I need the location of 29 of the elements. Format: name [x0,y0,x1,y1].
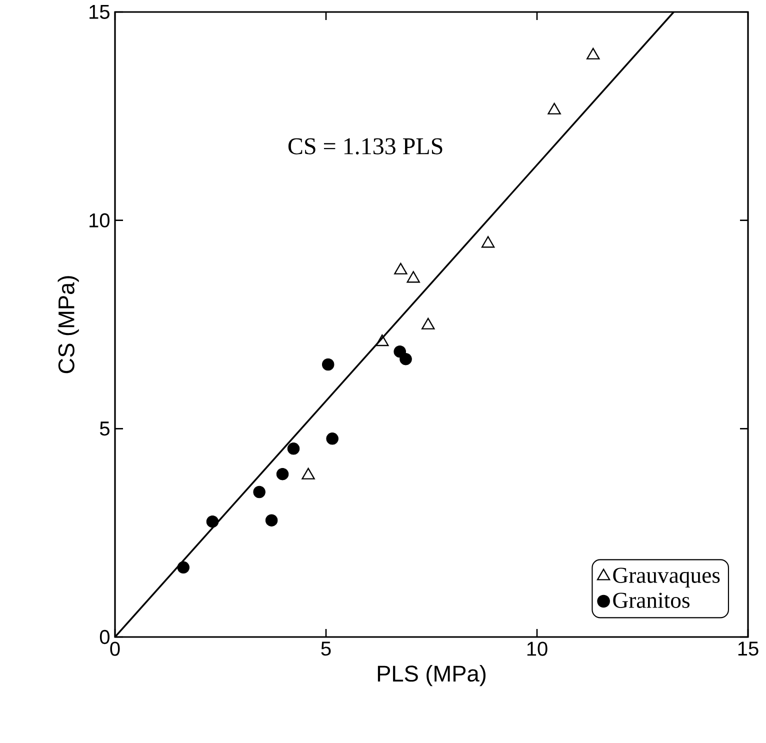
x-tick-label: 5 [321,642,331,656]
point [276,468,289,480]
annotation: CS = 1.133 PLS [288,138,442,154]
point [481,236,495,248]
point [287,442,300,455]
y-axis-title: CS (MPa) [58,276,79,374]
point [586,48,600,60]
x-tick-label: 15 [738,642,758,656]
legend-label: Granitos [613,592,690,608]
x-tick-label: 10 [527,642,548,656]
y-tick-label: 0 [100,630,110,644]
point [376,334,389,346]
point [406,271,420,283]
point [265,514,278,526]
point [206,515,219,528]
point [394,345,406,358]
x-axis-title: PLS (MPa) [378,665,486,686]
y-tick-label: 15 [90,5,110,19]
point [322,358,334,371]
point [394,262,408,274]
y-tick-label: 5 [100,422,110,436]
point [326,432,338,445]
x-tick-label: 0 [110,642,120,656]
y-tick-label: 10 [90,213,110,228]
point [253,486,266,498]
point [422,318,435,330]
point [177,561,190,574]
point [548,102,561,114]
legend-label: Grauvaques [613,568,720,588]
